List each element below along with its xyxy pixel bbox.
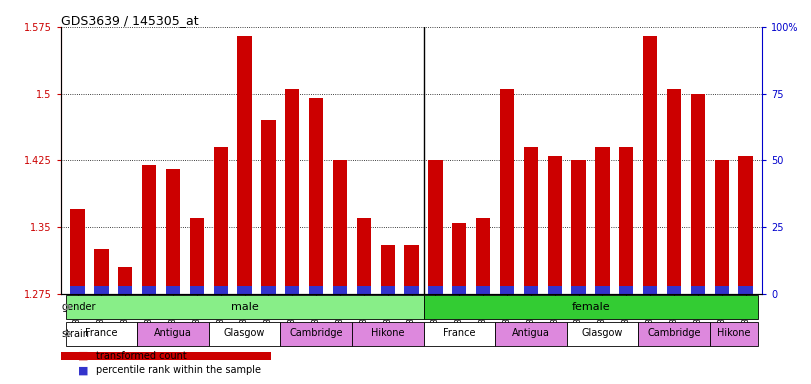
Bar [137, 322, 208, 346]
Text: GDS3639 / 145305_at: GDS3639 / 145305_at [61, 14, 199, 27]
Bar [423, 322, 495, 346]
Bar [213, 147, 228, 294]
Bar [380, 286, 395, 294]
Bar [333, 286, 347, 294]
Bar [61, 352, 271, 360]
Bar [572, 286, 586, 294]
Text: Glasgow: Glasgow [224, 328, 265, 338]
Text: transformed count: transformed count [96, 351, 187, 361]
Bar [739, 156, 753, 294]
Text: gender: gender [62, 302, 96, 312]
Bar [595, 147, 610, 294]
Bar [428, 286, 443, 294]
Bar [261, 286, 276, 294]
Bar [710, 322, 757, 346]
Bar [405, 245, 418, 294]
Bar [572, 161, 586, 294]
Bar [423, 295, 757, 319]
Bar [643, 36, 658, 294]
Bar [357, 218, 371, 294]
Bar [453, 223, 466, 294]
Bar [118, 267, 132, 294]
Text: ■: ■ [79, 366, 89, 376]
Bar [547, 286, 562, 294]
Bar [547, 156, 562, 294]
Bar [380, 245, 395, 294]
Bar [643, 286, 658, 294]
Bar [352, 322, 423, 346]
Text: strain: strain [62, 329, 89, 339]
Bar [739, 286, 753, 294]
Bar [619, 286, 633, 294]
Text: Cambridge: Cambridge [647, 328, 701, 338]
Bar [285, 286, 299, 294]
Bar [714, 161, 729, 294]
Bar [309, 98, 324, 294]
Bar [453, 286, 466, 294]
Bar [94, 249, 109, 294]
Bar [285, 89, 299, 294]
Bar [524, 286, 538, 294]
Text: Antigua: Antigua [154, 328, 192, 338]
Bar [691, 94, 705, 294]
Bar [567, 322, 638, 346]
Text: Hikone: Hikone [371, 328, 405, 338]
Text: Glasgow: Glasgow [581, 328, 623, 338]
Text: France: France [85, 328, 118, 338]
Bar [309, 286, 324, 294]
Bar [142, 286, 157, 294]
Bar [208, 322, 281, 346]
Bar [190, 286, 204, 294]
Bar [667, 89, 681, 294]
Text: Cambridge: Cambridge [290, 328, 343, 338]
Bar [238, 286, 251, 294]
Text: Antigua: Antigua [512, 328, 550, 338]
Bar [142, 165, 157, 294]
Bar [213, 286, 228, 294]
Bar [500, 89, 514, 294]
Bar [71, 286, 84, 294]
Bar [66, 295, 423, 319]
Bar [118, 286, 132, 294]
Text: France: France [443, 328, 475, 338]
Bar [261, 120, 276, 294]
Bar [165, 169, 180, 294]
Bar [619, 147, 633, 294]
Bar [190, 218, 204, 294]
Bar [691, 286, 705, 294]
Bar [500, 286, 514, 294]
Text: male: male [230, 301, 259, 312]
Text: Hikone: Hikone [717, 328, 750, 338]
Bar [428, 161, 443, 294]
Bar [66, 322, 137, 346]
Bar [495, 322, 567, 346]
Bar [281, 322, 352, 346]
Bar [405, 286, 418, 294]
Bar [238, 36, 251, 294]
Bar [524, 147, 538, 294]
Text: ■: ■ [79, 351, 89, 361]
Bar [476, 286, 491, 294]
Bar [595, 286, 610, 294]
Text: female: female [571, 301, 610, 312]
Bar [71, 209, 84, 294]
Bar [357, 286, 371, 294]
Bar [333, 161, 347, 294]
Bar [476, 218, 491, 294]
Bar [94, 286, 109, 294]
Bar [667, 286, 681, 294]
Bar [714, 286, 729, 294]
Text: percentile rank within the sample: percentile rank within the sample [96, 366, 261, 376]
Bar [638, 322, 710, 346]
Bar [165, 286, 180, 294]
